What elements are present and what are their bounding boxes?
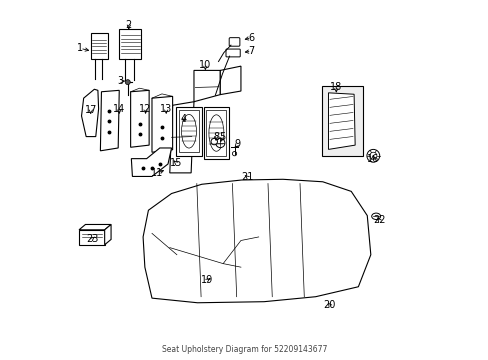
Polygon shape	[79, 225, 111, 230]
Ellipse shape	[371, 213, 380, 220]
Polygon shape	[131, 148, 171, 176]
Text: 20: 20	[323, 300, 335, 310]
Text: 15: 15	[170, 158, 182, 168]
Polygon shape	[152, 96, 172, 152]
Polygon shape	[169, 102, 194, 173]
Text: 14: 14	[113, 104, 125, 114]
Polygon shape	[130, 90, 149, 147]
Text: 17: 17	[84, 104, 97, 114]
Polygon shape	[81, 89, 99, 136]
Text: 18: 18	[329, 82, 342, 93]
Polygon shape	[143, 179, 370, 303]
Text: 10: 10	[199, 60, 211, 71]
Text: 23: 23	[86, 234, 98, 244]
Polygon shape	[220, 66, 241, 95]
Text: 11: 11	[151, 168, 163, 178]
Bar	[322, 86, 362, 156]
Polygon shape	[203, 107, 229, 159]
Text: 2: 2	[125, 20, 132, 30]
Circle shape	[232, 152, 236, 156]
Polygon shape	[176, 107, 202, 156]
Text: 5: 5	[219, 132, 225, 142]
Text: 16: 16	[366, 154, 379, 165]
Text: 21: 21	[241, 172, 253, 182]
Text: 13: 13	[160, 104, 172, 114]
Polygon shape	[179, 110, 199, 152]
Ellipse shape	[181, 114, 196, 148]
Text: 1: 1	[77, 43, 83, 53]
Text: 6: 6	[248, 33, 254, 43]
Text: 12: 12	[139, 104, 151, 114]
Circle shape	[369, 152, 376, 159]
Ellipse shape	[208, 115, 224, 151]
Text: Seat Upholstery Diagram for 52209143677: Seat Upholstery Diagram for 52209143677	[162, 345, 326, 354]
Polygon shape	[119, 29, 141, 59]
Circle shape	[211, 138, 217, 145]
Polygon shape	[328, 93, 354, 149]
Circle shape	[366, 149, 379, 162]
Text: 22: 22	[372, 215, 385, 225]
Polygon shape	[100, 90, 119, 151]
FancyBboxPatch shape	[225, 49, 240, 57]
FancyBboxPatch shape	[229, 38, 240, 46]
Text: 4: 4	[181, 114, 187, 124]
Text: 9: 9	[234, 139, 240, 149]
Polygon shape	[91, 33, 108, 59]
Polygon shape	[104, 225, 111, 245]
Circle shape	[215, 138, 224, 148]
Circle shape	[125, 80, 130, 85]
Text: 8: 8	[213, 132, 219, 141]
Text: 3: 3	[118, 76, 123, 86]
Text: 19: 19	[201, 275, 213, 285]
Text: 7: 7	[248, 46, 254, 56]
Polygon shape	[79, 230, 104, 245]
Polygon shape	[194, 71, 220, 102]
Polygon shape	[206, 110, 226, 156]
